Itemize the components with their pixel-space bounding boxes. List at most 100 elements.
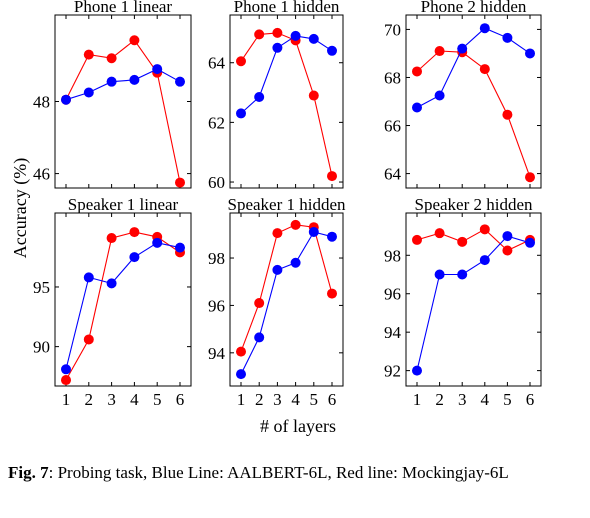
blue-series-point (457, 269, 468, 280)
blue-series-line (416, 27, 531, 108)
x-tick-label: 1 (62, 390, 71, 409)
red-series-point (434, 228, 445, 239)
red-series-line (65, 39, 181, 183)
chart-panel: Speaker 1 linear 90 95 1 2 3 4 5 6 (33, 195, 192, 409)
red-series-point (327, 288, 337, 299)
chart-title: Speaker 2 hidden (414, 195, 533, 214)
chart-panel: Speaker 1 hidden 94 96 98 1 2 3 4 5 6 (208, 195, 346, 409)
blue-series-point (152, 64, 163, 75)
blue-series-point (434, 90, 445, 101)
y-tick-label: 60 (208, 173, 225, 192)
y-tick-label: 68 (384, 68, 401, 87)
plot-frame (405, 14, 542, 189)
red-series-point (236, 346, 246, 357)
blue-series-point (129, 74, 140, 85)
y-tick-label: 98 (384, 246, 401, 265)
y-tick-label: 62 (208, 113, 225, 132)
blue-series-point (479, 23, 490, 34)
y-tick-label: 98 (208, 249, 225, 268)
y-tick-label: 90 (33, 338, 50, 357)
blue-series-point (254, 92, 265, 103)
blue-series-point (525, 237, 535, 248)
red-series-point (61, 375, 71, 386)
red-series-point (479, 224, 490, 235)
blue-series-point (290, 257, 301, 268)
blue-series-point (502, 32, 513, 43)
chart-title: Speaker 1 hidden (227, 195, 346, 214)
x-tick-label: 2 (435, 390, 444, 409)
red-series-line (240, 224, 333, 352)
plot-frame (229, 212, 344, 387)
chart-title: Phone 1 linear (74, 0, 173, 16)
blue-series-point (236, 108, 246, 119)
y-tick-label: 66 (384, 117, 401, 136)
blue-series-point (479, 255, 490, 266)
figure-caption: Fig. 7: Probing task, Blue Line: AALBERT… (8, 462, 582, 484)
blue-series-point (83, 87, 94, 98)
red-series-point (290, 219, 301, 230)
caption-label: Fig. 7 (8, 463, 49, 482)
red-series-point (106, 53, 117, 64)
blue-series-line (240, 35, 333, 114)
x-tick-label: 6 (176, 390, 185, 409)
y-tick-label: 70 (384, 20, 401, 39)
x-tick-label: 3 (273, 390, 282, 409)
blue-series-point (457, 43, 468, 54)
x-tick-label: 5 (310, 390, 319, 409)
y-tick-label: 48 (33, 93, 50, 112)
y-tick-label: 96 (208, 296, 225, 315)
blue-series-point (272, 264, 283, 275)
red-series-point (308, 90, 319, 101)
red-series-point (502, 109, 513, 120)
red-series-point (83, 334, 94, 345)
y-tick-label: 64 (384, 165, 402, 184)
plot-frame (54, 212, 192, 387)
chart-panel: Phone 2 hidden 64 66 68 70 (384, 0, 542, 189)
blue-series-point (254, 332, 265, 343)
blue-series-point (272, 42, 283, 53)
blue-series-point (61, 94, 71, 105)
x-tick-label: 4 (291, 390, 300, 409)
blue-series-point (327, 45, 337, 56)
blue-series-line (416, 235, 531, 371)
blue-series-point (412, 365, 422, 376)
y-axis-label: Accuracy (%) (10, 158, 31, 258)
blue-series-point (236, 369, 246, 380)
blue-series-point (308, 33, 319, 44)
caption-text: : Probing task, Blue Line: AALBERT-6L, R… (48, 463, 509, 482)
x-axis-label: # of layers (260, 416, 336, 436)
blue-series-point (308, 226, 319, 237)
x-tick-label: 4 (481, 390, 490, 409)
blue-series-point (290, 30, 301, 41)
blue-series-point (412, 102, 422, 113)
red-series-line (65, 231, 181, 381)
red-series-point (272, 27, 283, 38)
blue-series-point (327, 231, 337, 242)
red-series-point (129, 35, 140, 46)
blue-series-point (106, 76, 117, 87)
y-tick-label: 94 (384, 323, 402, 342)
chart-title: Speaker 1 linear (68, 195, 179, 214)
red-series-point (129, 227, 140, 238)
red-series-point (434, 46, 445, 57)
chart-panel: Speaker 2 hidden 92 94 96 98 1 2 3 4 5 6 (384, 195, 542, 409)
chart-title: Phone 1 hidden (234, 0, 340, 16)
blue-series-point (83, 272, 94, 283)
red-series-point (106, 233, 117, 244)
red-series-point (254, 298, 265, 309)
x-tick-label: 1 (237, 390, 246, 409)
x-tick-label: 5 (503, 390, 512, 409)
red-series-point (502, 245, 513, 256)
red-series-point (525, 172, 535, 183)
blue-series-point (61, 364, 71, 375)
red-series-line (240, 32, 333, 177)
chart-panel: Phone 1 linear 46 48 (33, 0, 192, 189)
red-series-point (236, 56, 246, 67)
chart-panel: Phone 1 hidden 60 62 64 (208, 0, 344, 192)
red-series-line (416, 228, 531, 252)
x-tick-label: 5 (153, 390, 162, 409)
y-tick-label: 64 (208, 54, 226, 73)
red-series-point (327, 171, 337, 182)
x-tick-label: 3 (107, 390, 116, 409)
plot-frame (54, 14, 192, 189)
